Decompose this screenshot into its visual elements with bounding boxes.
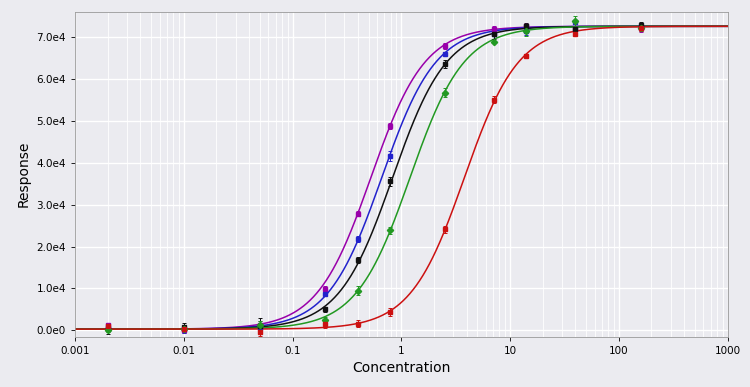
X-axis label: Concentration: Concentration bbox=[352, 361, 451, 375]
Y-axis label: Response: Response bbox=[17, 141, 31, 207]
